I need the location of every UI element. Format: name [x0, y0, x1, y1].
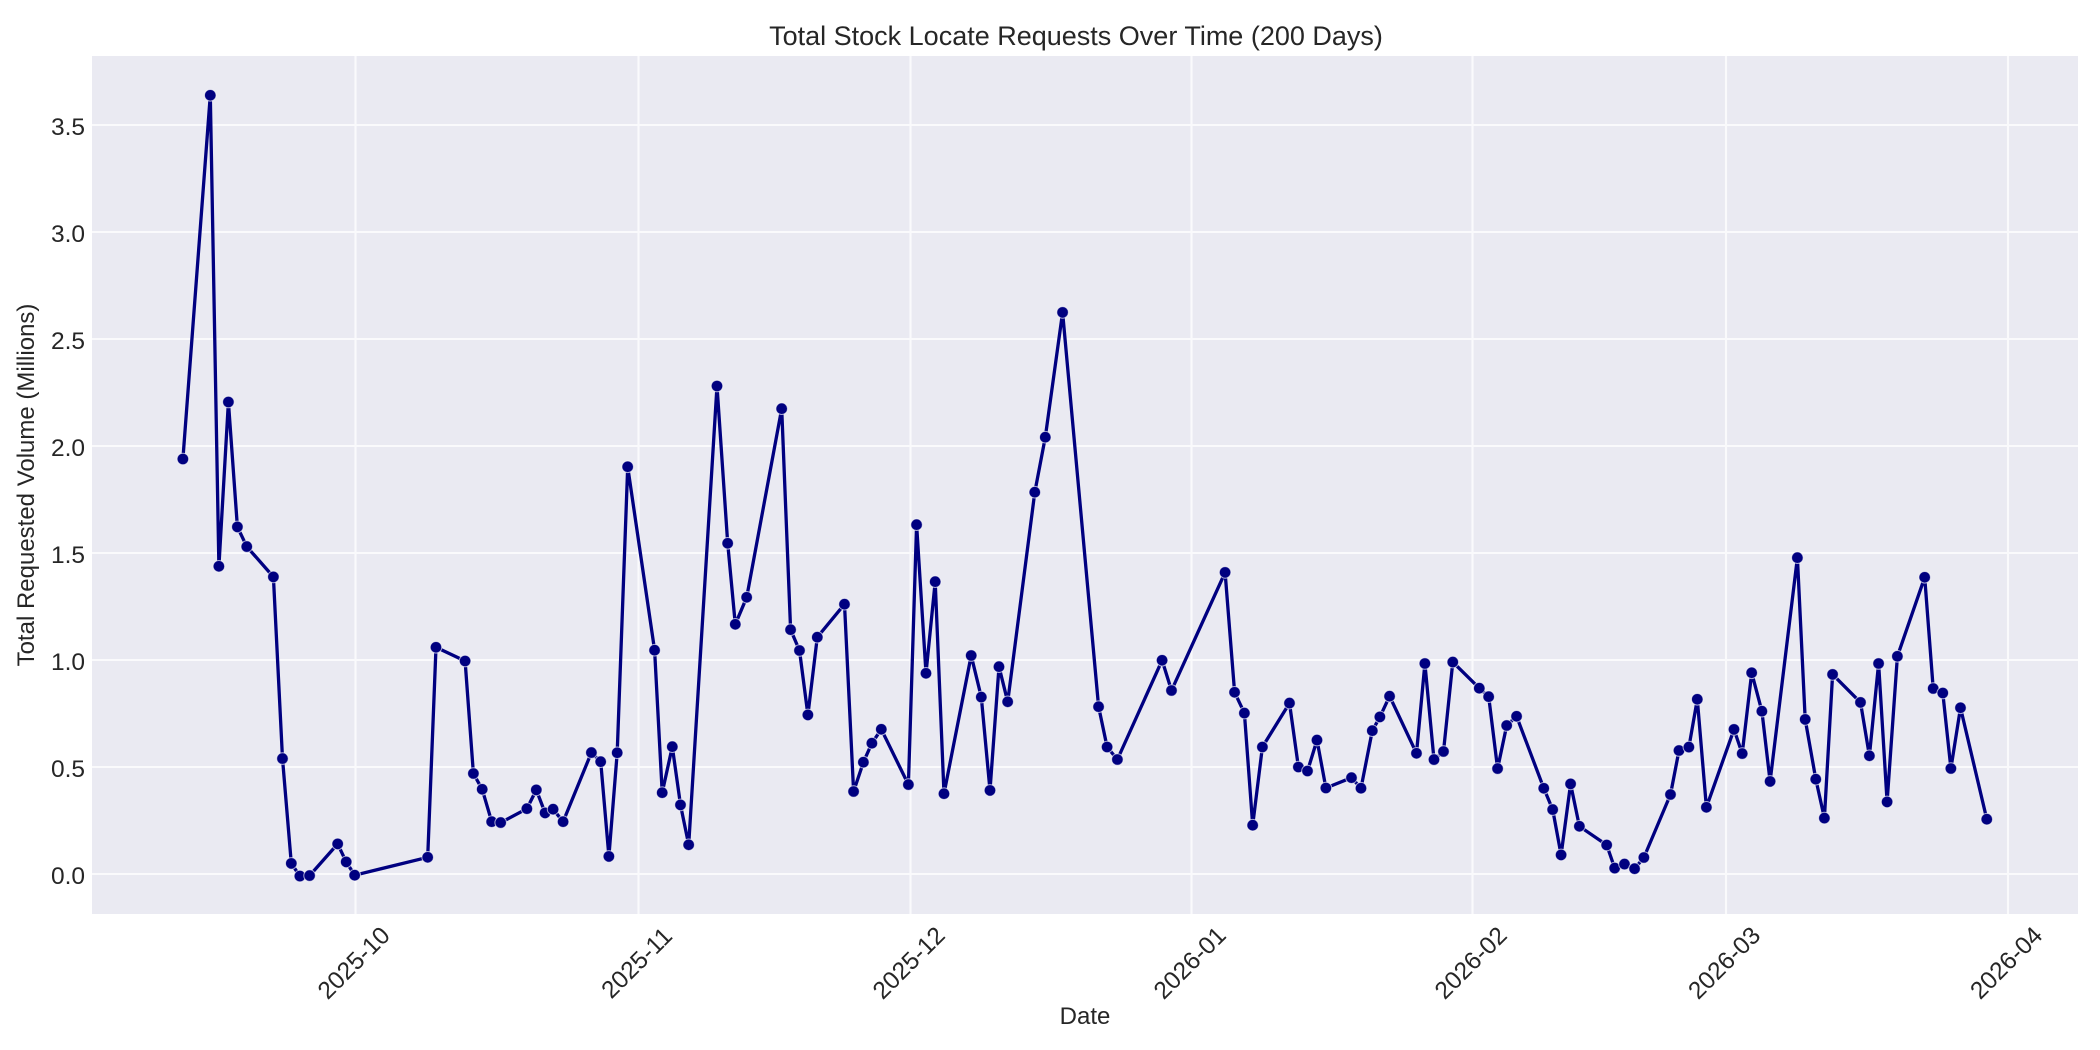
svg-text:Total Requested Volume (Millio: Total Requested Volume (Millions) — [13, 304, 40, 667]
svg-text:2.5: 2.5 — [51, 328, 85, 355]
svg-text:1.0: 1.0 — [51, 649, 85, 676]
svg-text:2026-04: 2026-04 — [1965, 922, 2048, 1005]
svg-text:2026-02: 2026-02 — [1430, 922, 1513, 1005]
svg-text:0.5: 0.5 — [51, 756, 85, 783]
svg-text:2025-11: 2025-11 — [597, 923, 678, 1004]
svg-text:2.0: 2.0 — [51, 435, 85, 462]
svg-text:3.5: 3.5 — [51, 114, 85, 141]
svg-text:0.0: 0.0 — [51, 863, 85, 890]
svg-text:3.0: 3.0 — [51, 221, 85, 248]
svg-text:2025-12: 2025-12 — [868, 922, 951, 1005]
svg-text:2026-01: 2026-01 — [1149, 922, 1232, 1005]
svg-text:2025-10: 2025-10 — [313, 922, 396, 1005]
svg-text:2026-03: 2026-03 — [1683, 922, 1766, 1005]
svg-text:Total Stock Locate Requests Ov: Total Stock Locate Requests Over Time (2… — [769, 21, 1383, 51]
svg-text:1.5: 1.5 — [51, 542, 85, 569]
svg-text:Date: Date — [1060, 1003, 1111, 1030]
